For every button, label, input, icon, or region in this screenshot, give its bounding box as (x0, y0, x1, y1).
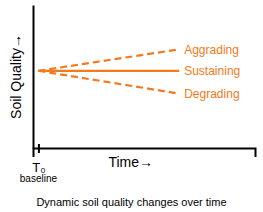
lines (38, 49, 179, 93)
y-axis-line (33, 6, 35, 149)
series-line (38, 49, 179, 70)
series-label: Sustaining (184, 64, 240, 78)
series-line (38, 70, 179, 72)
x-axis: T₀ (32, 144, 255, 175)
chart: Aggrading Sustaining Degrading T₀baseline Ti… (0, 0, 263, 212)
title: Dynamic soil quality changes over time (36, 196, 226, 208)
x-axis-title: Time→ (108, 154, 153, 170)
y-axis-title: Soil Quality→ (8, 34, 24, 119)
x-tick: T₀ (32, 144, 45, 175)
annotation: baseline (20, 173, 58, 184)
plot: Aggrading Sustaining Degrading T₀baseline (20, 6, 256, 185)
y-axis (33, 6, 34, 149)
x-tick-mark (38, 144, 40, 153)
series-label: Degrading (184, 87, 239, 101)
series-label: Aggrading (184, 43, 239, 57)
series-line (38, 71, 179, 94)
